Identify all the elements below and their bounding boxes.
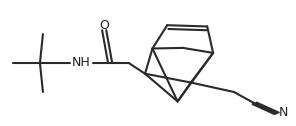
Text: NH: NH bbox=[72, 56, 91, 70]
Text: O: O bbox=[99, 19, 110, 32]
Text: N: N bbox=[279, 106, 288, 119]
